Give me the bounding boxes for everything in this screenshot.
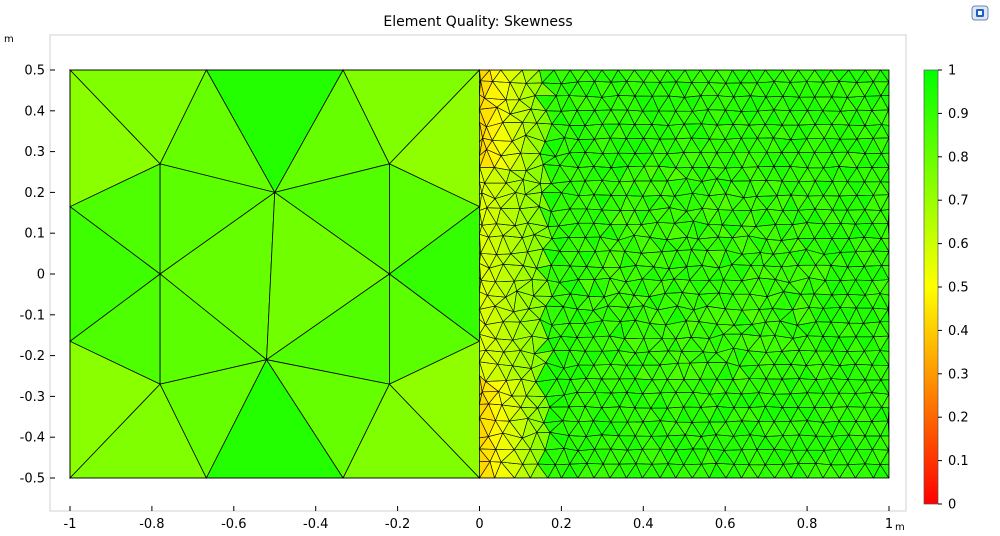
colorbar-tick-label: 0.7	[948, 194, 969, 209]
colorbar-tick-label: 0.4	[948, 324, 969, 339]
y-tick-label: -0.5	[20, 472, 45, 487]
x-tick-label: 0.2	[551, 517, 572, 532]
y-axis: 0.5 0.4 0.3 0.2 0.1 0 -0.1 -0.2 -0.3 -0.4 -0.5	[20, 64, 55, 487]
x-tick-label: 1	[885, 517, 893, 532]
colorbar-tick-label: 0.5	[948, 281, 969, 296]
colorbar: 0 0.1 0.2 0.3 0.4 0.5 0.6 0.7 0.8 0.9 1	[923, 64, 969, 513]
colorbar-tick-label: 0.1	[948, 454, 969, 469]
colorbar-tick-label: 1	[948, 64, 956, 79]
fine-element	[880, 81, 889, 97]
y-tick-label: 0.3	[24, 145, 45, 160]
fine-element	[880, 70, 889, 83]
y-tick-label: -0.3	[20, 390, 45, 405]
fine-element	[879, 335, 889, 352]
x-tick-label: 0.8	[797, 517, 818, 532]
colorbar-tick-label: 0.9	[948, 107, 969, 122]
x-tick-label: -0.2	[385, 517, 410, 532]
fine-element	[881, 251, 889, 266]
y-tick-label: -0.2	[20, 349, 45, 364]
y-tick-label: 0.1	[24, 227, 45, 242]
x-tick-label: -1	[64, 517, 77, 532]
colorbar-tick-label: 0	[948, 498, 956, 513]
x-tick-label: 0	[475, 517, 483, 532]
fine-element	[880, 137, 889, 154]
plot-title: Element Quality: Skewness	[383, 14, 572, 30]
colorbar-tick-label: 0.6	[948, 237, 969, 252]
camera-icon[interactable]	[971, 5, 989, 21]
plot-title-group: Element Quality: Skewness	[383, 14, 572, 30]
y-tick-label: 0.4	[24, 104, 45, 119]
colorbar-gradient	[923, 69, 939, 505]
x-tick-label: -0.4	[303, 517, 328, 532]
y-tick-label: -0.1	[20, 308, 45, 323]
fine-element	[880, 194, 889, 211]
fine-mesh	[478, 70, 889, 478]
y-tick-label: 0.2	[24, 186, 45, 201]
fine-element	[881, 393, 889, 409]
fine-element	[880, 364, 889, 381]
coarse-mesh	[69, 69, 481, 479]
x-tick-label: 0.6	[715, 517, 736, 532]
x-tick-label: 0.4	[633, 517, 654, 532]
colorbar-tick-label: 0.3	[948, 367, 969, 382]
colorbar-tick-label: 0.2	[948, 411, 969, 426]
fine-element	[880, 166, 889, 183]
y-tick-label: 0.5	[24, 64, 45, 79]
x-axis-unit: m	[895, 522, 905, 533]
colorbar-tick-label: 0.8	[948, 150, 969, 165]
y-tick-label: 0	[37, 268, 45, 283]
y-axis-unit: m	[4, 34, 14, 45]
domain-outline	[69, 69, 890, 479]
x-tick-label: -0.6	[221, 517, 246, 532]
y-tick-label: -0.4	[20, 431, 45, 446]
x-tick-label: -0.8	[139, 517, 164, 532]
fine-element	[879, 279, 889, 296]
x-axis: -1 -0.8 -0.6 -0.4 -0.2 0 0.2 0.4 0.6 0.8 1	[64, 506, 893, 532]
